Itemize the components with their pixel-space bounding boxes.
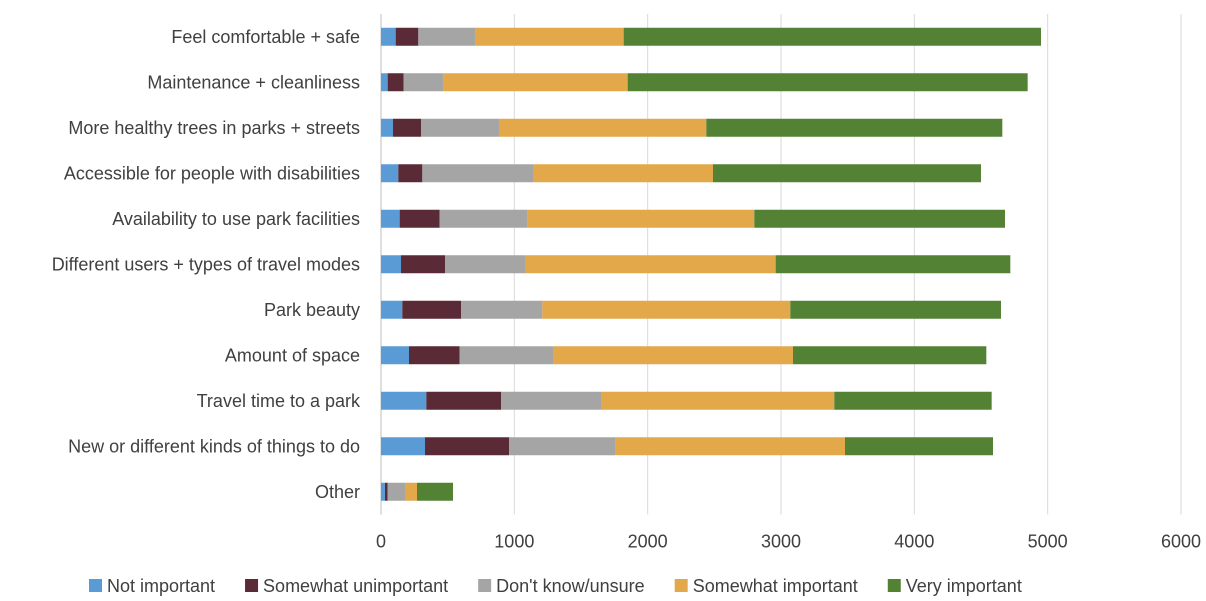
bar-segment: [381, 164, 399, 183]
bar-segment: [834, 391, 992, 410]
bar-segment: [403, 73, 444, 92]
bar-segment: [381, 300, 403, 319]
category-label: Park beauty: [264, 300, 360, 320]
bar-segment: [393, 118, 421, 137]
legend-swatch: [89, 579, 102, 592]
bar-segment: [425, 437, 509, 456]
bar-segment: [385, 482, 388, 501]
category-label: New or different kinds of things to do: [68, 436, 360, 456]
bar-segment: [775, 255, 1011, 274]
category-label: Feel comfortable + safe: [171, 27, 360, 47]
category-label: Accessible for people with disabilities: [64, 163, 360, 183]
x-tick-label: 6000: [1161, 532, 1201, 552]
bar-segment: [387, 73, 404, 92]
x-tick-label: 4000: [894, 532, 934, 552]
bar-segment: [793, 346, 987, 365]
bar-segment: [381, 209, 400, 228]
bar-segment: [381, 27, 396, 46]
bar-segment: [401, 255, 445, 274]
bar-segment: [399, 209, 440, 228]
bar-segment: [615, 437, 845, 456]
bar-segment: [387, 482, 405, 501]
legend-label: Not important: [107, 576, 215, 596]
bar-segment: [713, 164, 981, 183]
legend-label: Don't know/unsure: [496, 576, 645, 596]
x-tick-label: 1000: [494, 532, 534, 552]
x-tick-label: 3000: [761, 532, 801, 552]
legend: Not important Somewhat unimportant Don't k…: [89, 576, 1022, 596]
bar-segment: [533, 164, 713, 183]
bar-segment: [439, 209, 528, 228]
bar-segment: [405, 482, 417, 501]
x-tick-label: 2000: [628, 532, 668, 552]
bar-segment: [426, 391, 501, 410]
category-label: Amount of space: [225, 345, 360, 365]
bar-segment: [443, 73, 628, 92]
legend-label: Somewhat unimportant: [263, 576, 448, 596]
bars: [381, 27, 1041, 501]
x-tick-label: 5000: [1028, 532, 1068, 552]
bar-segment: [754, 209, 1005, 228]
bar-segment: [501, 391, 601, 410]
bar-segment: [381, 437, 425, 456]
bar-segment: [475, 27, 624, 46]
bar-segment: [542, 300, 791, 319]
x-tick-labels: 0 1000 2000 3000 4000 5000 6000: [376, 532, 1201, 552]
bar-segment: [706, 118, 1003, 137]
category-label: Maintenance + cleanliness: [147, 72, 360, 92]
bar-segment: [398, 164, 423, 183]
bar-segment: [601, 391, 835, 410]
bar-segment: [381, 346, 409, 365]
bar-segment: [409, 346, 460, 365]
bar-segment: [527, 209, 755, 228]
legend-swatch: [674, 579, 688, 592]
category-labels: Feel comfortable + safe Maintenance + cle…: [52, 27, 361, 502]
bar-segment: [402, 300, 461, 319]
legend-swatch: [478, 579, 492, 592]
bar-segment: [461, 300, 543, 319]
category-label: Different users + types of travel modes: [52, 254, 360, 274]
bar-segment: [623, 27, 1041, 46]
category-label: Travel time to a park: [197, 391, 361, 411]
legend-label: Very important: [906, 576, 1022, 596]
bar-segment: [845, 437, 993, 456]
bar-segment: [445, 255, 525, 274]
bar-segment: [418, 27, 476, 46]
bar-segment: [553, 346, 793, 365]
x-tick-label: 0: [376, 532, 386, 552]
bar-segment: [381, 391, 427, 410]
bar-segment: [525, 255, 776, 274]
legend-swatch: [245, 579, 259, 592]
bar-segment: [395, 27, 419, 46]
category-label: Other: [315, 482, 360, 502]
bar-segment: [381, 118, 393, 137]
bar-segment: [422, 164, 533, 183]
bar-segment: [381, 255, 401, 274]
category-label: More healthy trees in parks + streets: [68, 118, 360, 138]
bar-segment: [499, 118, 707, 137]
bar-segment: [421, 118, 500, 137]
bar-segment: [627, 73, 1028, 92]
legend-label: Somewhat important: [693, 576, 858, 596]
bar-segment: [509, 437, 616, 456]
legend-swatch: [887, 579, 901, 592]
bar-segment: [790, 300, 1001, 319]
bar-segment: [459, 346, 553, 365]
bar-segment: [417, 482, 453, 501]
bar-segment: [381, 73, 388, 92]
bar-segment: [381, 482, 385, 501]
category-label: Availability to use park facilities: [112, 209, 360, 229]
